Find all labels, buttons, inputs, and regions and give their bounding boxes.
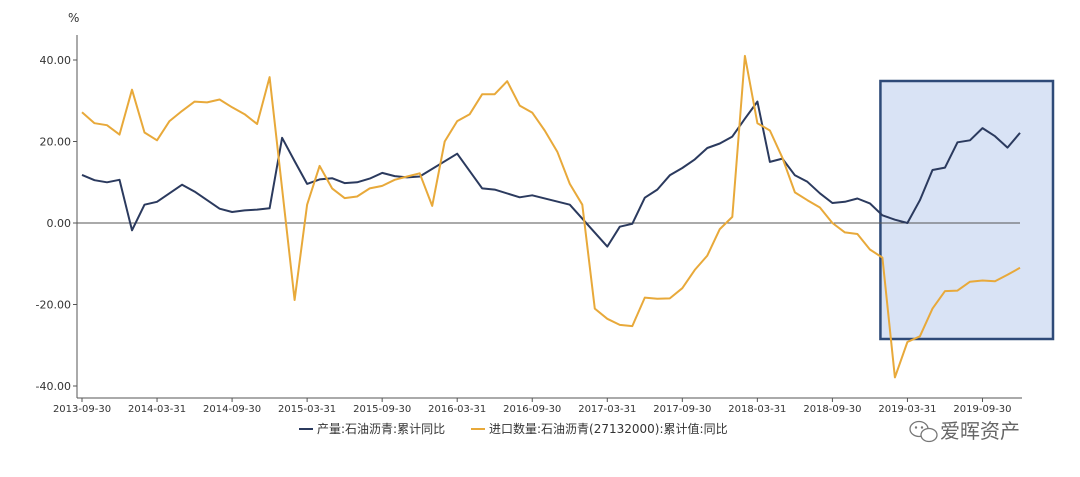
wechat-icon — [909, 420, 938, 443]
x-tick-label: 2016-09-30 — [503, 404, 561, 415]
x-tick-label: 2019-09-30 — [953, 404, 1011, 415]
x-tick-label: 2017-03-31 — [578, 404, 636, 415]
x-tick-label: 2015-03-31 — [278, 404, 336, 415]
x-tick-label: 2018-09-30 — [803, 404, 861, 415]
series-line-1 — [81, 100, 1021, 248]
watermark: 爱晖资产 — [909, 419, 1020, 443]
y-tick-label: 40.00 — [40, 54, 72, 67]
x-tick-label: 2013-09-30 — [53, 404, 111, 415]
y-unit-label: % — [68, 11, 79, 25]
legend-label-2: 进口数量:石油沥青(27132000):累计值:同比 — [489, 421, 728, 436]
y-tick-label: 0.00 — [47, 217, 72, 230]
highlight-box — [879, 79, 1055, 341]
series-line-2 — [81, 54, 1021, 379]
x-tick-label: 2015-09-30 — [353, 404, 411, 415]
x-tick-label: 2014-03-31 — [128, 404, 186, 415]
axes-layer: % 40.00 20.00 0.00 -20.00 -40.00 2013-09-30 201… — [36, 11, 1022, 415]
y-tick-label: -20.00 — [36, 299, 71, 312]
x-tick-label: 2017-09-30 — [653, 404, 711, 415]
legend: 产量:石油沥青:累计同比 进口数量:石油沥青(27132000):累计值:同比 — [299, 421, 728, 436]
wechat-eye-right — [920, 426, 924, 429]
legend-label-1: 产量:石油沥青:累计同比 — [317, 422, 445, 436]
y-tick-label: 20.00 — [40, 136, 72, 149]
x-tick-label: 2018-03-31 — [728, 404, 786, 415]
y-tick-label: -40.00 — [36, 380, 71, 393]
series-layer — [81, 54, 1021, 379]
watermark-text: 爱晖资产 — [940, 419, 1020, 443]
wechat-bubble-small — [920, 427, 938, 443]
wechat-eye-left — [914, 426, 918, 429]
x-tick-label: 2014-09-30 — [203, 404, 261, 415]
x-tick-label: 2019-03-31 — [878, 404, 936, 415]
x-tick-label: 2016-03-31 — [428, 404, 486, 415]
highlight-layer — [879, 79, 1055, 341]
